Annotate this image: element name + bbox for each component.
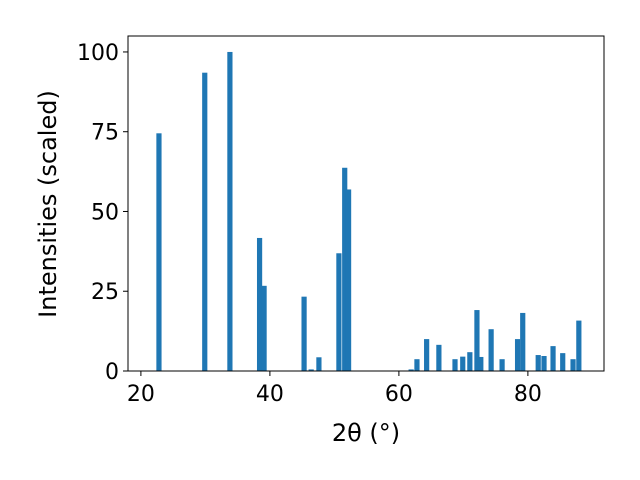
bar: [261, 285, 267, 371]
bar: [474, 310, 480, 371]
bar: [342, 167, 348, 371]
y-axis-label: Intensities (scaled): [34, 90, 62, 318]
bar: [460, 356, 466, 371]
bar: [336, 253, 342, 371]
bar: [316, 357, 322, 371]
bar: [256, 237, 263, 371]
bar: [345, 189, 352, 371]
bar: [227, 51, 233, 371]
bar: [408, 369, 414, 371]
bar: [478, 356, 484, 371]
x-tick-label: 20: [127, 382, 155, 407]
bar: [202, 72, 208, 371]
bar: [436, 344, 442, 371]
bar: [514, 339, 521, 371]
bar: [520, 312, 526, 371]
x-axis-label: 2θ (°): [332, 419, 400, 447]
x-tick-label: 80: [514, 382, 542, 407]
bar: [570, 359, 576, 371]
bar: [452, 359, 458, 371]
bar: [467, 352, 473, 371]
x-tick-label: 60: [385, 382, 413, 407]
bar: [550, 346, 556, 371]
bar: [560, 353, 566, 371]
y-tick-label: 75: [91, 121, 119, 146]
plot-frame: [127, 35, 605, 372]
bar: [541, 356, 547, 371]
x-tick-label: 40: [256, 382, 284, 407]
bar: [156, 133, 162, 371]
y-tick-label: 25: [91, 280, 119, 305]
bar: [488, 329, 494, 371]
bar: [576, 320, 582, 371]
bar: [301, 296, 307, 371]
bar: [535, 355, 541, 371]
y-tick-label: 0: [105, 360, 119, 385]
y-tick-label: 100: [77, 41, 119, 66]
y-tick-label: 50: [91, 200, 119, 225]
bar: [308, 369, 314, 371]
bar: [499, 359, 505, 371]
bar: [424, 339, 430, 371]
bar: [414, 359, 420, 371]
